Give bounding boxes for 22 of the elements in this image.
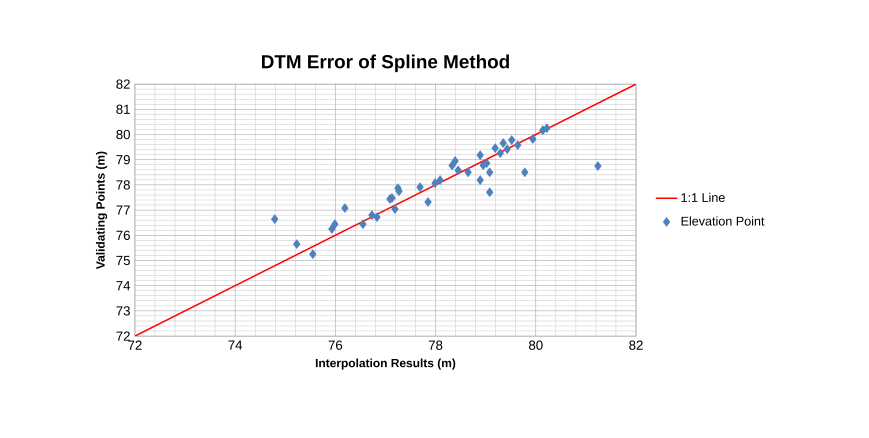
y-tick-label: 80 [116,130,130,140]
x-tick-label: 78 [428,340,442,350]
y-tick-label: 77 [116,206,130,215]
x-tick-label: 72 [128,340,142,350]
y-tick-label: 78 [116,180,130,190]
y-axis-title: Validating Points (m) [96,152,108,270]
x-tick-label: 74 [228,340,242,350]
x-tick-label: 80 [529,340,543,350]
y-tick-label: 81 [116,104,130,114]
chart-title: DTM Error of Spline Method [262,54,509,72]
legend-label: 1:1 Line [682,192,725,202]
y-tick-label: 73 [116,306,130,316]
y-tick-label: 74 [116,281,130,290]
x-axis-title: Interpolation Results (m) [316,358,456,370]
y-tick-label: 79 [116,154,130,164]
legend-label: Elevation Point [682,216,764,226]
y-tick-label: 72 [116,331,130,341]
x-tick-label: 76 [328,340,342,350]
y-tick-label: 82 [116,79,130,89]
x-tick-label: 82 [629,340,643,350]
y-tick-label: 75 [116,256,130,266]
y-tick-label: 76 [116,230,130,240]
